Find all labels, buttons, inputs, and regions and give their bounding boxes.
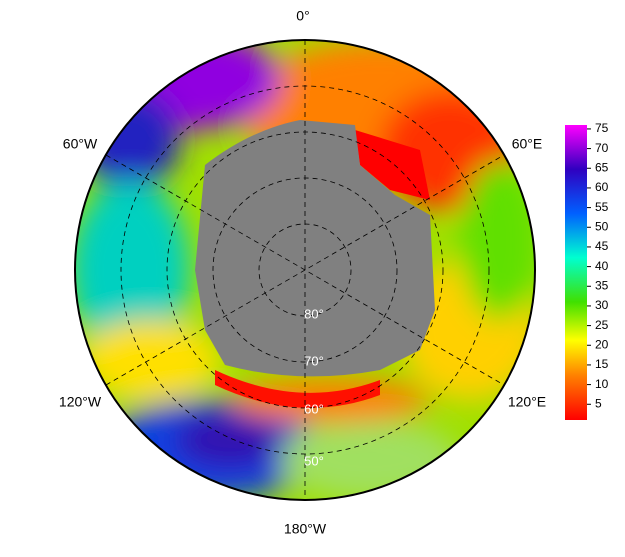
- colorbar-tick-label: 55: [595, 200, 609, 214]
- lat-label: 60°: [304, 401, 324, 416]
- lat-label: 50°: [304, 453, 324, 468]
- lon-label: 180°W: [284, 521, 327, 537]
- lat-label: 80°: [304, 306, 324, 321]
- lon-label: 120°W: [59, 394, 102, 410]
- lon-label: 0°: [296, 8, 309, 24]
- colorbar-tick-label: 25: [595, 318, 609, 332]
- colorbar-tick-label: 30: [595, 298, 609, 312]
- graticule: [105, 40, 505, 500]
- colorbar-tick-label: 35: [595, 278, 609, 292]
- map-border: [74, 39, 536, 501]
- colorbar-tick-label: 20: [595, 337, 609, 351]
- colorbar-tick-label: 65: [595, 160, 609, 174]
- colorbar-tick-label: 60: [595, 180, 609, 194]
- colorbar-tick-label: 10: [595, 377, 609, 391]
- lon-label: 60°W: [63, 136, 98, 152]
- colorbar-tick-label: 5: [595, 396, 602, 410]
- lat-label: 70°: [304, 353, 324, 368]
- colorbar-tick-label: 40: [595, 259, 609, 273]
- lon-label: 60°E: [512, 136, 543, 152]
- colorbar-tick-label: 50: [595, 219, 609, 233]
- lon-label: 120°E: [508, 394, 546, 410]
- colorbar-tick-label: 75: [595, 121, 609, 135]
- colorbar: [565, 125, 587, 420]
- colorbar-tick-label: 45: [595, 239, 609, 253]
- colorbar-tick-label: 15: [595, 357, 609, 371]
- colorbar-tick-label: 70: [595, 141, 609, 155]
